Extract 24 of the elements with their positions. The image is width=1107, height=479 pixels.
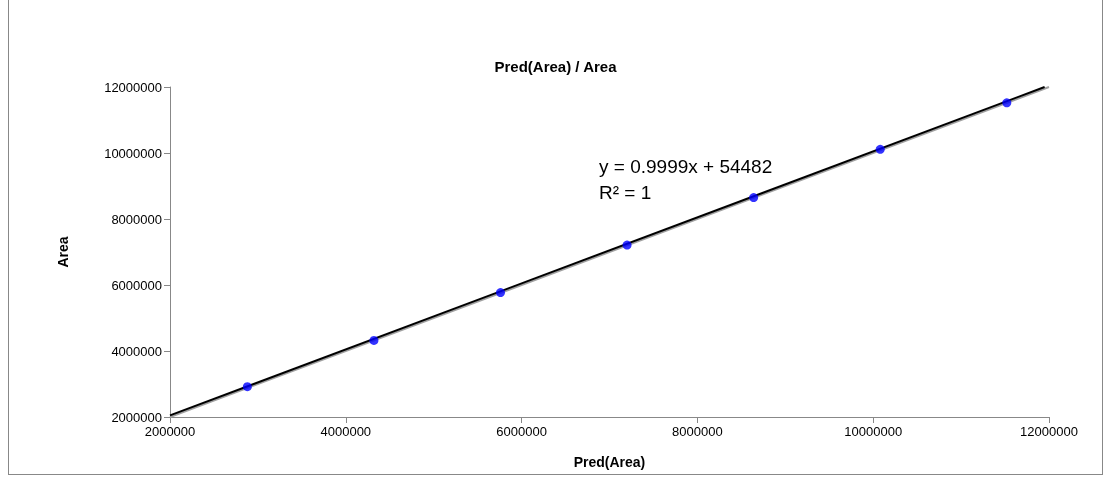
y-tick-label: 12000000 bbox=[104, 79, 162, 95]
y-tick-label: 8000000 bbox=[111, 211, 162, 227]
x-tick-label: 12000000 bbox=[1020, 424, 1078, 439]
x-tick-label: 6000000 bbox=[496, 424, 547, 439]
x-tick-label: 8000000 bbox=[672, 424, 723, 439]
chart-title: Pred(Area) / Area bbox=[494, 58, 618, 75]
x-axis-title: Pred(Area) bbox=[573, 454, 646, 470]
y-axis-title: Area bbox=[55, 236, 71, 268]
point bbox=[749, 193, 759, 203]
point bbox=[622, 240, 632, 250]
point bbox=[1002, 98, 1012, 108]
point bbox=[496, 288, 505, 298]
x-tick-label: 2000000 bbox=[144, 424, 196, 439]
y-tick-label: 2000000 bbox=[111, 409, 162, 425]
point bbox=[369, 335, 379, 345]
y-tick-label: 4000000 bbox=[111, 343, 162, 359]
annotation: y = 0.9999x + 54482 bbox=[598, 156, 773, 177]
point bbox=[242, 382, 252, 392]
x-tick-label: 4000000 bbox=[320, 424, 372, 439]
point bbox=[875, 144, 885, 154]
y-tick-label: 6000000 bbox=[111, 277, 162, 293]
x-tick-label: 10000000 bbox=[844, 424, 903, 439]
y-tick-label: 10000000 bbox=[104, 145, 162, 161]
annotation: R² = 1 bbox=[598, 182, 652, 203]
